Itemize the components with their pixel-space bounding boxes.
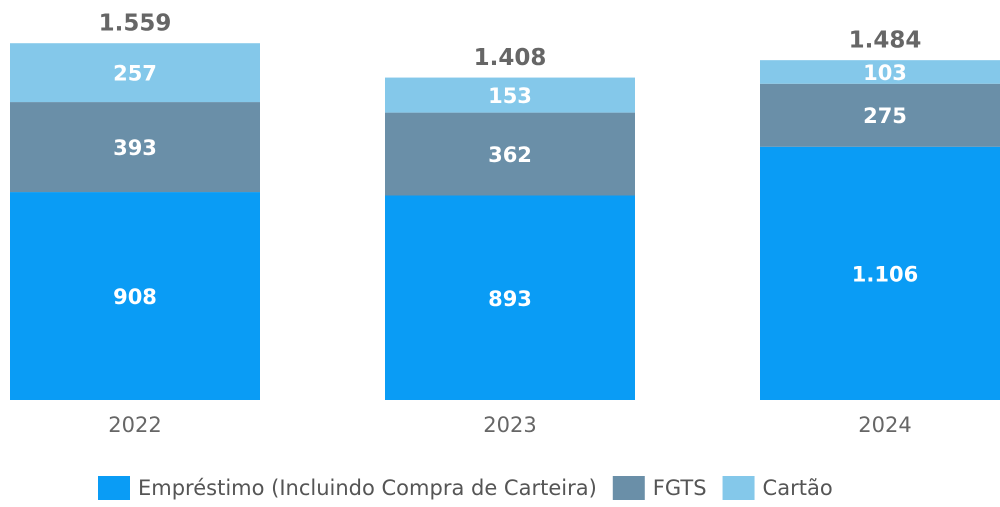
bar-segment xyxy=(760,83,1000,147)
bar-segment xyxy=(760,60,1000,84)
value-label: 1.106 xyxy=(852,262,918,286)
bar-segment xyxy=(10,192,260,400)
total-label: 1.484 xyxy=(849,28,922,54)
legend-label: Cartão xyxy=(763,476,833,500)
value-label: 362 xyxy=(488,143,532,167)
bar-segment xyxy=(10,43,260,103)
total-label: 1.559 xyxy=(99,10,172,36)
bar-segment xyxy=(385,77,635,113)
value-label: 153 xyxy=(488,84,532,108)
x-tick-label: 2024 xyxy=(858,413,911,437)
value-label: 893 xyxy=(488,287,532,311)
bar-segment xyxy=(10,102,260,193)
value-label: 103 xyxy=(863,61,907,85)
value-label: 393 xyxy=(113,136,157,160)
bar-segment xyxy=(760,146,1000,400)
value-label: 257 xyxy=(113,62,157,86)
legend-swatch xyxy=(722,476,755,500)
bar-segment xyxy=(385,112,635,196)
total-label: 1.408 xyxy=(474,45,547,71)
x-tick-label: 2022 xyxy=(108,413,161,437)
legend-swatch xyxy=(98,476,130,500)
bar-segment xyxy=(385,195,635,400)
value-label: 908 xyxy=(113,285,157,309)
x-tick-label: 2023 xyxy=(483,413,536,437)
legend-swatch xyxy=(612,476,645,500)
legend-label: FGTS xyxy=(653,476,707,500)
value-label: 275 xyxy=(863,104,907,128)
legend-label: Empréstimo (Incluindo Compra de Carteira… xyxy=(138,476,597,500)
